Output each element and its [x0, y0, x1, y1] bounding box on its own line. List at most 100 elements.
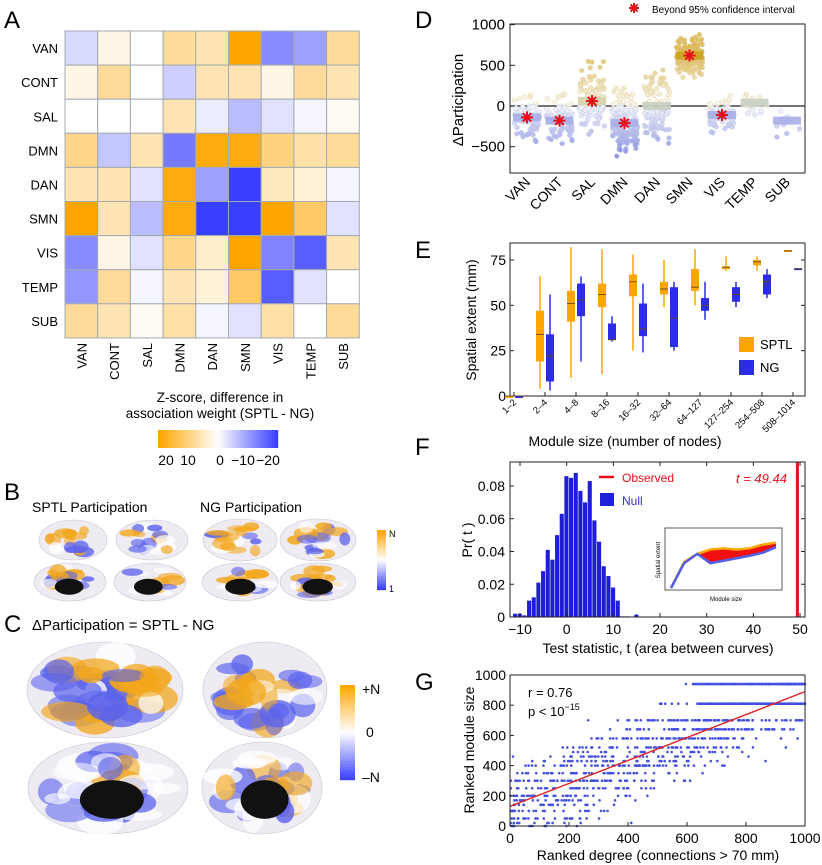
data-point [530, 794, 533, 798]
data-point [630, 91, 636, 97]
data-point [669, 719, 673, 722]
data-point [674, 737, 677, 740]
data-point [656, 719, 659, 722]
data-point [585, 779, 589, 782]
colorbar-slice [340, 738, 355, 741]
x-tick-label: 10 [606, 621, 622, 637]
data-point [699, 60, 706, 66]
box [753, 260, 761, 266]
box [629, 274, 637, 297]
data-point [687, 737, 691, 740]
histogram-bar [573, 472, 578, 617]
data-point [513, 799, 516, 802]
data-point [531, 799, 535, 802]
heatmap-cell [129, 235, 164, 271]
colorbar-slice [230, 430, 233, 448]
colorbar-slice [340, 707, 355, 710]
data-point [627, 764, 630, 767]
data-point [560, 779, 564, 782]
data-point [664, 764, 668, 767]
row-label: DMN [28, 143, 58, 158]
data-point [569, 136, 575, 143]
heatmap-cell [228, 98, 262, 134]
data-point [534, 809, 538, 813]
heatmap-cell [162, 303, 197, 339]
data-point [689, 750, 693, 754]
colorbar-slice [220, 430, 223, 448]
data-point [685, 702, 689, 705]
data-point [643, 86, 649, 92]
column-label: VIS [271, 343, 286, 364]
data-point [531, 759, 534, 763]
data-point [578, 817, 582, 820]
data-point [703, 764, 707, 767]
row-label: TEMP [22, 280, 58, 295]
data-point [642, 728, 646, 731]
colorbar-slice [340, 721, 355, 724]
data-point [699, 42, 705, 48]
brain-region [278, 771, 313, 796]
data-point [606, 764, 610, 767]
heatmap-cell [326, 98, 360, 134]
data-point [553, 817, 557, 820]
data-point [577, 82, 583, 88]
colorbar-slice [184, 430, 187, 448]
data-point [656, 764, 659, 767]
x-tick-label: 50 [792, 621, 808, 637]
data-point [514, 124, 520, 131]
histogram-bar [597, 541, 602, 617]
data-point [641, 750, 645, 754]
data-point [660, 702, 663, 705]
heatmap-cell [129, 269, 164, 305]
data-point [642, 111, 648, 117]
colorbar-slice [377, 560, 386, 563]
data-point [619, 779, 622, 782]
data-point [571, 759, 574, 763]
data-point [621, 131, 628, 137]
data-point [553, 134, 560, 140]
data-point [638, 764, 642, 767]
heatmap-cell [195, 269, 230, 305]
data-point [522, 817, 525, 820]
data-point [569, 786, 572, 790]
heatmap-cell [64, 30, 99, 66]
data-point [588, 128, 594, 134]
data-point [624, 794, 627, 798]
box [763, 274, 771, 295]
data-point [635, 764, 638, 767]
brain-region [287, 671, 313, 690]
colorbar-slice [377, 562, 386, 565]
heatmap: VAN CONT SAL DMN DAN SMN VIS TEMP SUB VAN CONT SAL D… [21, 30, 360, 380]
brain-region [268, 703, 289, 719]
colorbar-slice [340, 723, 355, 726]
y-tick-label: 1000 [472, 17, 505, 34]
colorbar-slice [340, 753, 355, 756]
data-point [741, 719, 745, 722]
data-point [649, 78, 655, 85]
data-point [661, 719, 664, 722]
data-point [693, 47, 699, 53]
data-point [636, 737, 639, 740]
data-point [696, 728, 700, 731]
data-point [565, 799, 568, 802]
heatmap-cell [97, 166, 131, 202]
colorbar-slice [340, 734, 355, 737]
heatmap-cell [326, 64, 360, 100]
data-point [698, 71, 705, 78]
data-point [643, 771, 647, 775]
data-point [617, 771, 620, 775]
data-point [651, 737, 655, 740]
colorbar-tick: 20 [158, 452, 174, 468]
data-point [693, 746, 696, 749]
data-point [632, 130, 638, 136]
data-point [640, 786, 643, 790]
data-point [587, 65, 593, 71]
heatmap-cell [97, 64, 131, 100]
data-point [593, 88, 599, 94]
data-point [663, 127, 669, 133]
data-point [663, 728, 666, 731]
data-point [625, 786, 629, 790]
data-point [542, 771, 546, 775]
heatmap-cell [129, 201, 164, 237]
data-point [715, 719, 719, 722]
